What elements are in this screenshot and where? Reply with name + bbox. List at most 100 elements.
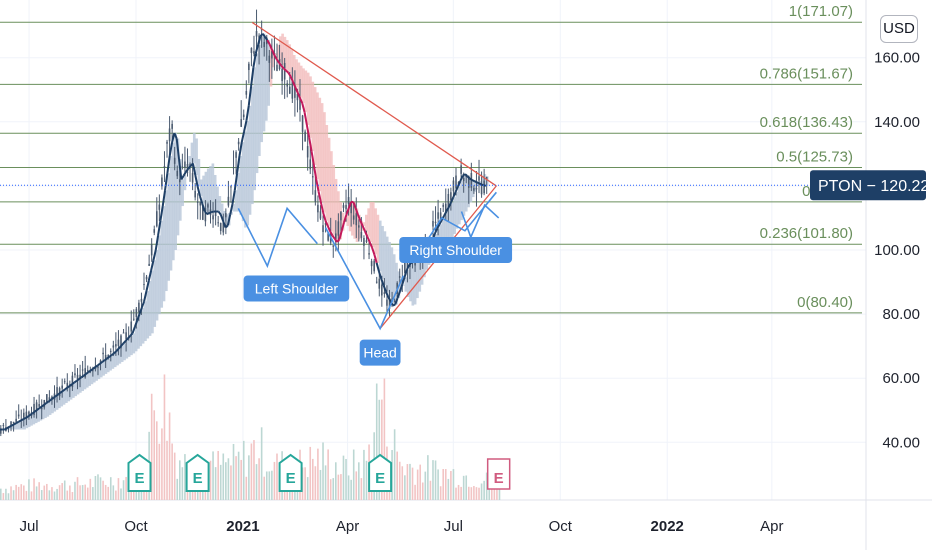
candle-body xyxy=(309,159,312,170)
volume-bar xyxy=(102,480,104,500)
candle-body xyxy=(71,375,74,388)
volume-bar xyxy=(56,488,58,500)
earnings-marker-label: E xyxy=(286,470,296,487)
cloud-segment xyxy=(69,385,73,400)
candle-body xyxy=(163,166,166,168)
candle-body xyxy=(225,213,227,218)
earnings-marker-3[interactable]: E xyxy=(368,453,393,492)
cloud-segment xyxy=(204,171,208,212)
candle-body xyxy=(460,165,462,174)
trend-line-segment xyxy=(104,357,108,362)
cloud-segment xyxy=(237,173,240,212)
volume-bar xyxy=(117,478,120,500)
candle-body xyxy=(15,418,17,422)
volume-bar xyxy=(273,461,276,500)
earnings-marker-2[interactable]: E xyxy=(278,453,303,492)
candle-body xyxy=(179,179,181,183)
volume-bar xyxy=(2,493,5,500)
trend-line-segment xyxy=(476,181,480,185)
trend-line-segment xyxy=(43,402,48,406)
candle-body xyxy=(166,141,168,144)
volume-bar xyxy=(112,485,115,500)
trend-line-segment xyxy=(233,172,239,191)
currency-button[interactable]: USD xyxy=(880,15,918,43)
candle-body xyxy=(404,262,406,274)
trend-line-segment xyxy=(315,178,320,192)
volume-bar xyxy=(240,459,242,500)
volume-bar xyxy=(421,482,424,500)
candle-body xyxy=(56,387,58,395)
cloud-segment xyxy=(44,404,47,418)
trend-line-segment xyxy=(110,352,115,356)
trend-line-segment xyxy=(140,300,146,309)
price-tick-label: 80.00 xyxy=(882,306,920,323)
earnings-marker-0[interactable]: E xyxy=(127,453,152,492)
candle-body xyxy=(104,354,107,362)
volume-bar xyxy=(181,467,184,500)
trend-line-segment xyxy=(45,400,50,404)
candle-body xyxy=(365,240,368,243)
earnings-marker-1[interactable]: E xyxy=(185,453,210,492)
candle-body xyxy=(184,161,186,168)
cloud-segment xyxy=(418,258,422,292)
candle-body xyxy=(219,222,222,231)
volume-bar xyxy=(467,486,470,500)
earnings-marker-4[interactable]: E xyxy=(486,458,511,490)
trend-line-segment xyxy=(11,423,15,427)
candle-body xyxy=(46,394,48,403)
trend-line-segment xyxy=(59,390,64,394)
trend-line-segment xyxy=(403,269,408,278)
cloud-segment xyxy=(102,361,105,376)
cloud-segment xyxy=(51,399,54,414)
cloud-segment xyxy=(327,137,331,226)
candle-body xyxy=(117,339,120,346)
volume-bar xyxy=(317,448,319,500)
trend-line-segment xyxy=(157,220,162,236)
candle-body xyxy=(248,63,250,71)
candle-body xyxy=(393,301,396,303)
trend-line-segment xyxy=(92,366,96,370)
trend-line-segment xyxy=(280,65,285,70)
trend-line-segment xyxy=(268,43,273,51)
trend-line-segment xyxy=(324,220,329,227)
cloud-segment xyxy=(158,235,161,315)
cloud-segment xyxy=(446,211,449,252)
cloud-segment xyxy=(292,55,296,82)
cloud-segment xyxy=(190,142,194,167)
cloud-segment xyxy=(455,191,459,229)
volume-bar xyxy=(455,487,457,500)
volume-bar xyxy=(51,487,53,500)
candle-body xyxy=(253,51,255,54)
cloud-segment xyxy=(265,36,268,121)
cloud-segment xyxy=(146,291,150,339)
cloud-segment xyxy=(306,72,310,125)
volume-bar xyxy=(33,478,35,500)
trend-line-segment xyxy=(385,291,390,298)
fibonacci-label-0.5: 0.5(125.73) xyxy=(776,149,853,166)
candle-body xyxy=(150,243,153,256)
volume-bar xyxy=(253,440,255,500)
candle-body xyxy=(299,98,301,110)
candle-body xyxy=(283,62,286,80)
cloud-segment xyxy=(276,44,280,60)
cloud-segment xyxy=(72,384,75,398)
candle-body xyxy=(388,299,391,309)
trend-line-segment xyxy=(433,228,438,235)
candle-body xyxy=(112,345,115,348)
volume-bar xyxy=(337,474,340,500)
volume-bar xyxy=(404,475,406,500)
cloud-segment xyxy=(348,208,352,232)
volume-bar xyxy=(265,471,268,500)
volume-bar xyxy=(23,485,25,500)
time-axis[interactable]: Jul Oct 2021 Apr Jul Oct 2022 Apr xyxy=(19,518,783,535)
cloud-segment xyxy=(313,87,317,166)
earnings-marker-shape xyxy=(127,453,152,492)
trend-line-segment xyxy=(76,378,80,382)
candle-body xyxy=(242,114,245,118)
candle-body xyxy=(373,260,375,272)
trend-line-segment xyxy=(380,278,385,286)
volume-bar xyxy=(58,485,61,500)
